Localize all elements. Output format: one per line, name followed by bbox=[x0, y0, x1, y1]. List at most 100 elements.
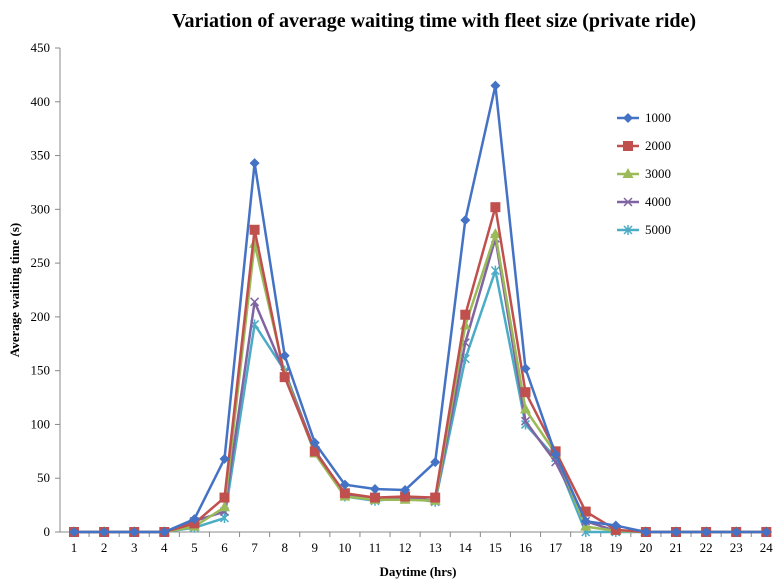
legend-item-2000: 2000 bbox=[617, 138, 671, 153]
x-tick-label: 16 bbox=[519, 540, 533, 555]
series-4000 bbox=[69, 233, 771, 537]
x-tick-label: 23 bbox=[730, 540, 743, 555]
x-tick-label: 22 bbox=[700, 540, 713, 555]
data-point bbox=[400, 485, 411, 496]
x-tick-label: 20 bbox=[639, 540, 652, 555]
data-point bbox=[279, 350, 290, 361]
data-point bbox=[489, 228, 501, 239]
data-point bbox=[640, 527, 651, 537]
data-point bbox=[460, 309, 471, 320]
x-tick-label: 1 bbox=[71, 540, 78, 555]
data-point bbox=[219, 453, 230, 464]
x-tick-label: 8 bbox=[281, 540, 288, 555]
legend-label: 5000 bbox=[645, 222, 671, 237]
data-point bbox=[309, 437, 320, 448]
data-point bbox=[219, 513, 230, 524]
data-point bbox=[623, 225, 633, 235]
y-tick-label: 200 bbox=[31, 309, 51, 324]
series-line bbox=[74, 269, 767, 534]
y-tick-label: 450 bbox=[31, 40, 51, 55]
data-point bbox=[159, 527, 170, 537]
data-point bbox=[309, 446, 320, 457]
legend-item-4000: 4000 bbox=[617, 194, 671, 209]
data-point bbox=[250, 297, 260, 307]
legend-label: 1000 bbox=[645, 110, 671, 125]
data-point bbox=[520, 403, 531, 414]
data-point bbox=[430, 457, 441, 468]
data-point bbox=[490, 265, 500, 276]
y-tick-label: 300 bbox=[31, 201, 51, 216]
x-tick-label: 24 bbox=[760, 540, 774, 555]
series-layer bbox=[68, 80, 772, 537]
legend-label: 3000 bbox=[645, 166, 671, 181]
data-point bbox=[219, 492, 230, 503]
series-3000 bbox=[68, 228, 772, 536]
data-point bbox=[370, 483, 380, 494]
series-line bbox=[74, 237, 767, 534]
y-tick-label: 350 bbox=[31, 148, 51, 163]
x-tick-label: 18 bbox=[579, 540, 592, 555]
y-tick-label: 50 bbox=[37, 470, 50, 485]
data-point bbox=[623, 141, 633, 151]
x-tick-label: 14 bbox=[459, 540, 473, 555]
data-point bbox=[339, 479, 350, 490]
data-point bbox=[701, 527, 712, 537]
x-tick-label: 7 bbox=[251, 540, 258, 555]
legend-label: 4000 bbox=[645, 194, 671, 209]
series-line bbox=[74, 232, 767, 534]
data-point bbox=[623, 197, 633, 207]
series-line bbox=[74, 84, 767, 534]
x-tick-label: 3 bbox=[131, 540, 138, 555]
x-tick-label: 9 bbox=[312, 540, 319, 555]
data-point bbox=[580, 506, 591, 517]
data-point bbox=[520, 416, 531, 426]
data-point bbox=[671, 527, 681, 537]
data-point bbox=[400, 491, 411, 502]
legend-item-5000: 5000 bbox=[617, 222, 671, 237]
series-2000 bbox=[69, 202, 772, 537]
x-tick-label: 13 bbox=[429, 540, 442, 555]
data-point bbox=[761, 527, 772, 537]
data-point bbox=[430, 492, 441, 503]
data-point bbox=[460, 215, 471, 226]
data-point bbox=[550, 449, 561, 460]
data-point bbox=[279, 372, 290, 383]
data-point bbox=[490, 202, 501, 213]
x-tick-label: 4 bbox=[161, 540, 168, 555]
x-tick-label: 12 bbox=[399, 540, 412, 555]
y-tick-label: 400 bbox=[31, 94, 51, 109]
x-tick-label: 2 bbox=[101, 540, 108, 555]
chart-title: Variation of average waiting time with f… bbox=[172, 10, 696, 32]
data-point bbox=[490, 80, 501, 91]
data-point bbox=[339, 488, 350, 499]
y-tick-label: 100 bbox=[31, 416, 51, 431]
series-line bbox=[74, 205, 767, 534]
legend: 1000 2000 3000 4000 5000 bbox=[617, 110, 671, 237]
data-point bbox=[580, 516, 591, 527]
x-tick-label: 15 bbox=[489, 540, 502, 555]
data-point bbox=[622, 168, 634, 178]
y-tick-label: 150 bbox=[31, 363, 51, 378]
x-tick-label: 17 bbox=[549, 540, 563, 555]
data-point bbox=[731, 527, 742, 537]
data-point bbox=[370, 492, 380, 503]
x-tick-label: 11 bbox=[369, 540, 382, 555]
data-point bbox=[610, 520, 621, 531]
legend-item-3000: 3000 bbox=[617, 166, 671, 181]
data-point bbox=[249, 158, 260, 169]
data-point bbox=[249, 224, 260, 235]
x-tick-label: 6 bbox=[221, 540, 228, 555]
data-point bbox=[520, 363, 531, 374]
legend-item-1000: 1000 bbox=[617, 110, 671, 125]
x-tick-label: 5 bbox=[191, 540, 198, 555]
legend-label: 2000 bbox=[645, 138, 671, 153]
y-tick-label: 0 bbox=[44, 524, 51, 539]
data-point bbox=[219, 501, 230, 512]
data-point bbox=[129, 527, 140, 537]
x-tick-label: 19 bbox=[609, 540, 622, 555]
series-1000 bbox=[69, 80, 772, 537]
data-point bbox=[69, 527, 79, 537]
y-tick-label: 250 bbox=[31, 255, 51, 270]
x-tick-label: 10 bbox=[338, 540, 351, 555]
